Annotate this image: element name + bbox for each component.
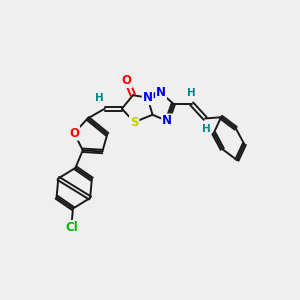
Text: S: S <box>130 116 138 129</box>
Text: H: H <box>187 88 196 98</box>
Text: N: N <box>162 114 172 128</box>
Text: O: O <box>122 74 132 87</box>
Text: O: O <box>69 127 79 140</box>
Text: N: N <box>142 91 153 104</box>
Text: H: H <box>202 124 211 134</box>
Text: H: H <box>95 93 103 103</box>
Text: N: N <box>156 86 166 99</box>
Text: Cl: Cl <box>65 221 78 234</box>
